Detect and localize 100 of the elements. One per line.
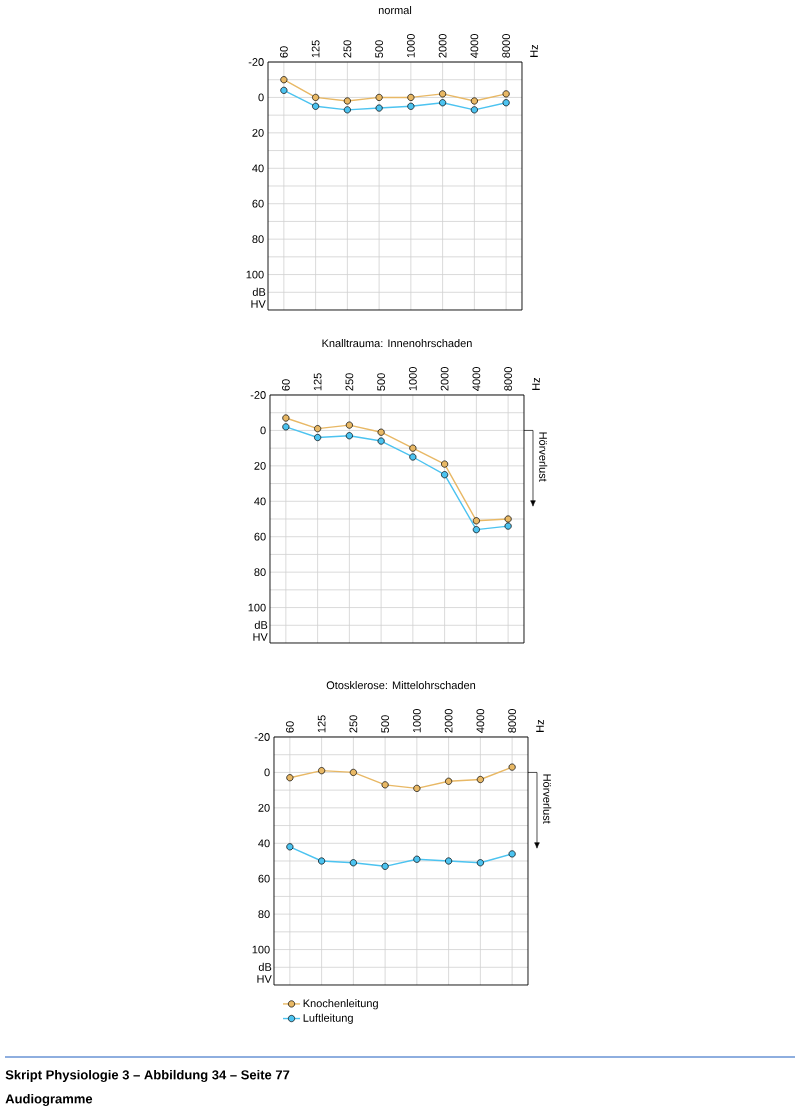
x-tick-label: 2000 (438, 34, 447, 58)
chart-title: Knalltrauma: Innenohrschaden (322, 339, 472, 348)
x-tick-label: 4000 (470, 34, 479, 58)
x-tick-label: 250 (349, 715, 358, 733)
x-tick-label: 125 (317, 715, 326, 733)
y-tick-label: 100 (248, 603, 266, 612)
point (312, 102, 320, 110)
x-tick-label: 1000 (412, 709, 421, 733)
point (445, 777, 453, 785)
x-tick-label: 1000 (406, 34, 415, 58)
y-tick-label: 100 (246, 270, 264, 279)
point (312, 93, 320, 101)
point (286, 843, 294, 851)
point (445, 857, 453, 865)
x-tick-label: 2000 (440, 367, 449, 391)
point (343, 97, 351, 105)
point (377, 437, 385, 445)
y-tick-label: 40 (254, 497, 266, 506)
point (407, 93, 415, 101)
x-tick-label: 1000 (408, 367, 417, 391)
point (409, 453, 417, 461)
text: Hörverlust (539, 432, 548, 482)
point (286, 774, 294, 782)
point (375, 104, 383, 112)
point (441, 460, 449, 468)
y-tick-label: 60 (258, 874, 270, 883)
x-tick-label: 250 (343, 40, 352, 58)
y-tick-label: -20 (250, 391, 266, 399)
text: Hz (536, 719, 544, 732)
point (381, 781, 389, 789)
y-tick-label: 60 (254, 532, 266, 541)
y-tick-label: 0 (260, 426, 266, 435)
x-tick-label: 60 (279, 46, 288, 58)
y-tick-label: 80 (258, 910, 270, 919)
x-tick-label: 60 (285, 721, 294, 733)
y-tick-label: 80 (254, 568, 266, 577)
point (476, 775, 484, 784)
x-tick-label: 8000 (504, 367, 513, 391)
point (439, 90, 447, 98)
x-tick-label: 125 (313, 373, 322, 391)
point (318, 767, 326, 775)
point (381, 862, 389, 870)
y-axis-title: dB HV (253, 620, 268, 641)
y-axis-title: dB HV (251, 287, 266, 308)
point (345, 432, 353, 440)
point (504, 522, 512, 530)
y-tick-label: 100 (252, 945, 270, 954)
x-tick-label: 500 (375, 40, 384, 58)
y-tick-label: 0 (264, 768, 270, 777)
chart-title: normal (378, 6, 412, 15)
x-tick-label: 250 (345, 373, 354, 391)
y-tick-label: 20 (252, 128, 264, 137)
point (441, 471, 449, 479)
y-tick-label: 20 (254, 461, 266, 470)
point (343, 106, 351, 114)
point (508, 763, 516, 771)
text: Audiogramme (5, 1093, 93, 1107)
y-tick-label: -20 (254, 733, 270, 741)
y-tick-label: 60 (252, 199, 264, 208)
point (413, 784, 421, 792)
y-tick-label: 0 (258, 93, 264, 102)
point (349, 859, 357, 867)
y-axis-title: dB HV (257, 962, 272, 983)
point (407, 102, 415, 110)
point (476, 859, 484, 867)
point (345, 421, 353, 429)
text: Skript Physiologie 3 – Abbildung 34 – Seite 77 (5, 1069, 290, 1083)
point (282, 423, 290, 431)
point (314, 425, 322, 433)
x-tick-label: 4000 (476, 709, 485, 733)
point (470, 106, 478, 114)
text: Hz (532, 377, 540, 390)
point (413, 855, 421, 863)
text: Hz (530, 44, 538, 57)
chart-title: Otosklerose: Mittelohrschaden (326, 681, 476, 690)
point (472, 526, 480, 534)
y-tick-label: 40 (258, 839, 270, 848)
point (502, 90, 510, 98)
point (375, 93, 383, 101)
point (470, 97, 478, 105)
x-tick-label: 8000 (502, 34, 511, 58)
x-tick-label: 125 (311, 40, 320, 58)
x-tick-label: 60 (281, 379, 290, 391)
point (349, 768, 357, 776)
point (377, 428, 385, 436)
x-tick-label: 8000 (508, 709, 517, 733)
point (282, 414, 290, 422)
point (318, 857, 326, 865)
y-tick-label: 80 (252, 235, 264, 244)
x-tick-label: 500 (377, 373, 386, 391)
point (280, 76, 288, 84)
point (314, 433, 322, 442)
text: Hörverlust (543, 774, 552, 824)
point (409, 444, 417, 452)
point (508, 850, 516, 858)
x-tick-label: 2000 (444, 709, 453, 733)
point (504, 515, 512, 523)
y-tick-label: 20 (258, 803, 270, 812)
point (280, 86, 288, 94)
y-tick-label: -20 (248, 58, 264, 66)
